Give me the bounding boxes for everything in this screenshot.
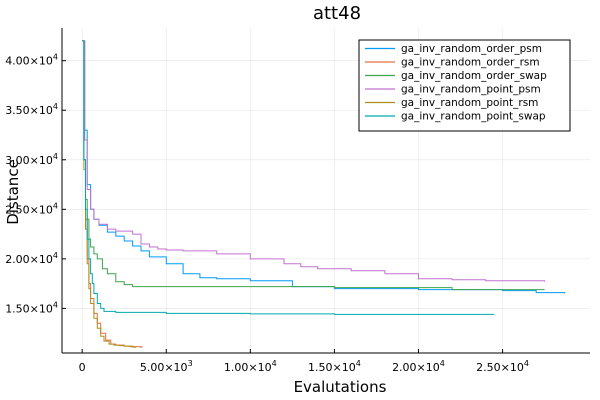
y-tick-label: 2.00×104 — [5, 251, 58, 266]
legend-label: ga_inv_random_point_rsm — [401, 97, 538, 109]
x-tick-label: 2.50×104 — [476, 359, 529, 374]
x-tick-label: 1.00×104 — [224, 359, 277, 374]
legend: ga_inv_random_order_psm ga_inv_random_ord… — [358, 39, 571, 132]
legend-label: ga_inv_random_order_swap — [401, 70, 547, 82]
y-tick-label: 3.00×104 — [5, 152, 58, 167]
chart-title: att48 — [313, 3, 361, 24]
x-tick-label: 1.50×104 — [308, 359, 361, 374]
legend-label: ga_inv_random_point_swap — [401, 111, 546, 123]
y-tick-label: 2.50×104 — [5, 201, 58, 216]
x-tick-label: 2.00×104 — [392, 359, 445, 374]
legend-label: ga_inv_random_point_psm — [401, 84, 541, 96]
tick-labels: 0 5.00×103 1.00×104 1.50×104 2.00×104 2.50×10… — [5, 53, 529, 374]
series-line-ga_inv_random_point_swap — [82, 40, 495, 315]
legend-label: ga_inv_random_order_rsm — [401, 57, 540, 69]
y-tick-label: 1.50×104 — [5, 300, 58, 315]
x-axis-title: Evalutations — [294, 378, 387, 396]
y-tick-label: 4.00×104 — [5, 53, 58, 68]
axes — [61, 28, 590, 354]
plot-series — [82, 40, 566, 348]
x-tick-label: 0 — [79, 361, 86, 374]
series-line-ga_inv_random_point_psm — [82, 40, 546, 282]
legend-label: ga_inv_random_order_psm — [401, 43, 542, 55]
y-tick-label: 3.50×104 — [5, 102, 58, 117]
x-tick-label: 5.00×103 — [140, 359, 193, 374]
y-axis-title: Distance — [4, 159, 22, 225]
